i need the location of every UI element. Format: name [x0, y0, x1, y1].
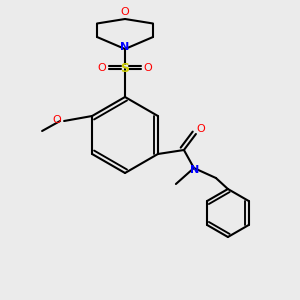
Text: N: N [120, 42, 130, 52]
Text: O: O [98, 63, 106, 73]
Text: N: N [190, 165, 200, 175]
Text: O: O [144, 63, 152, 73]
Text: O: O [196, 124, 205, 134]
Text: S: S [121, 62, 130, 76]
Text: O: O [53, 115, 62, 125]
Text: O: O [121, 7, 129, 17]
